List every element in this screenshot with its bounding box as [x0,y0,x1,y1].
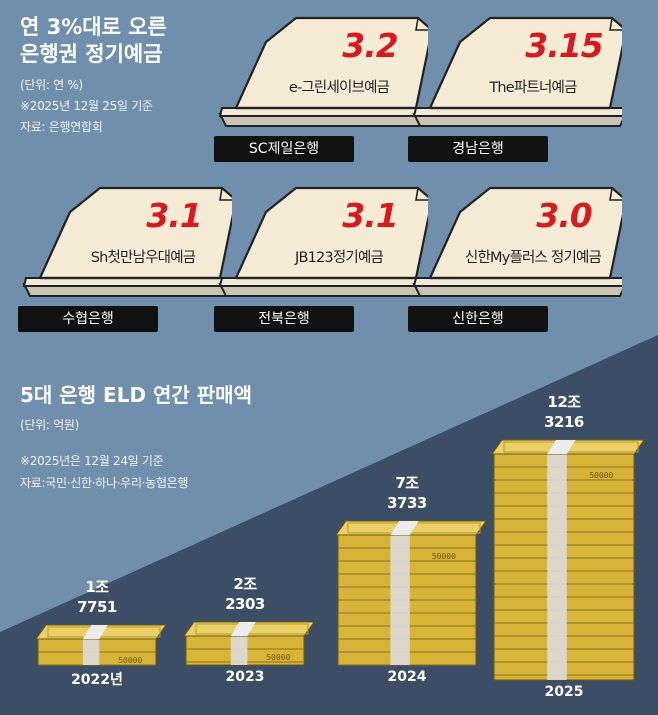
bank-label: 신한은행 [408,306,548,332]
eld-value-label: 7조 3733 [362,473,452,513]
deposit-product: e-그린세이브예금 [288,80,390,96]
bill-denomination: 50000 [432,552,456,561]
deposit-rate: 3.1 [342,196,398,235]
bank-label: 경남은행 [408,136,548,162]
deposit-product: 신한My플러스 정기예금 [464,250,602,266]
deposit-product: JB123정기예금 [294,250,384,266]
eld-value-trillion: 12조 [547,393,581,411]
eld-year-label: 2024 [387,669,427,685]
eld-value-remainder: 7751 [77,598,117,616]
bill-denomination: 50000 [589,471,613,480]
eld-value-trillion: 7조 [395,474,419,492]
deposit-title-line2: 은행권 정기예금 [20,42,163,66]
deposit-rate: 3.2 [342,26,398,65]
eld-year-label: 2025 [544,684,584,700]
eld-value-trillion: 1조 [85,578,109,596]
money-stack: 50000 [183,621,315,666]
bank-label: SC제일은행 [214,136,354,162]
deposit-basis: ※2025년 12월 25일 기준 [20,99,153,113]
deposit-title-line1: 연 3%대로 오른 [20,15,167,39]
money-stack: 50000 [335,520,487,666]
eld-value-label: 2조 2303 [200,574,290,614]
deposit-rate: 3.1 [146,196,202,235]
passbook-icon [22,186,232,297]
bill-denomination: 50000 [118,656,142,665]
eld-value-label: 1조 7751 [52,577,142,617]
eld-value-remainder: 3216 [544,413,584,431]
deposit-source: 자료: 은행연합회 [20,120,103,134]
money-stack: 50000 [35,624,167,666]
bank-label: 전북은행 [214,306,354,332]
eld-year-label: 2022년 [71,672,123,688]
eld-value-remainder: 2303 [225,595,265,613]
bank-label: 수협은행 [18,306,158,332]
deposit-rate: 3.0 [536,196,592,235]
eld-value-remainder: 3733 [387,494,427,512]
deposit-rate: 3.15 [525,26,603,65]
eld-unit: (단위: 억원) [20,418,79,432]
eld-year-label: 2023 [225,669,265,685]
deposit-unit: (단위: 연 %) [20,78,83,92]
money-stack: 50000 [491,439,645,681]
passbook-icon [412,16,622,127]
deposit-product: Sh첫만남우대예금 [90,250,196,266]
deposit-card: 3.2 e-그린세이브예금 SC제일은행 [214,12,428,172]
deposit-product: The파트너예금 [489,80,577,96]
eld-title: 5대 은행 ELD 연간 판매액 [20,383,252,407]
passbook-icon [412,186,622,297]
eld-basis: ※2025년은 12월 24일 기준 [20,454,164,468]
eld-value-label: 12조 3216 [519,392,609,432]
bill-denomination: 50000 [266,653,290,662]
eld-value-trillion: 2조 [233,575,257,593]
eld-source: 자료:국민·신한·하나·우리·농협은행 [20,476,189,490]
